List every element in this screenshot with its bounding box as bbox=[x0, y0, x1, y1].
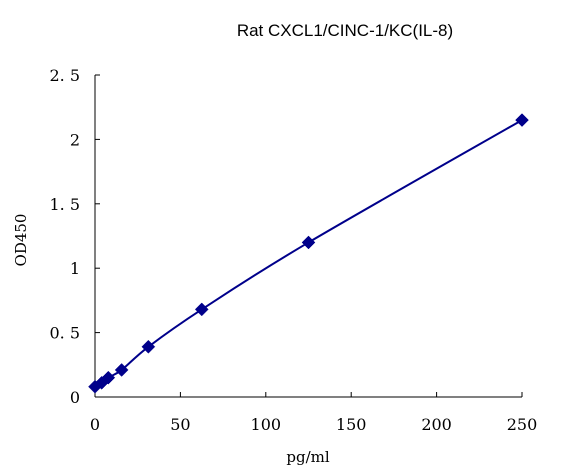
data-point-marker bbox=[141, 339, 156, 354]
data-point-marker bbox=[101, 370, 116, 385]
x-tick-label: 0 bbox=[90, 415, 100, 434]
x-tick-label: 250 bbox=[507, 415, 538, 434]
x-tick-label: 200 bbox=[421, 415, 452, 434]
fit-curve bbox=[94, 119, 523, 388]
data-points bbox=[88, 113, 529, 394]
y-tick-label: 2 bbox=[70, 130, 80, 149]
x-tick-label: 50 bbox=[170, 415, 190, 434]
y-tick-label: 1 bbox=[70, 259, 80, 278]
chart-title: Rat CXCL1/CINC-1/KC(IL-8) bbox=[237, 21, 453, 40]
data-point-marker bbox=[301, 235, 316, 250]
data-point-marker bbox=[515, 113, 529, 127]
y-axis-label: OD450 bbox=[12, 214, 30, 267]
x-tick-label: 150 bbox=[336, 415, 367, 434]
x-axis-label: pg/ml bbox=[286, 448, 329, 466]
ticks: 0 0. 5 1 1. 5 2 2. 5 0 50 100 150 200 250 bbox=[49, 66, 537, 434]
y-tick-label: 1. 5 bbox=[49, 195, 80, 214]
axes bbox=[94, 75, 522, 398]
data-point-marker bbox=[114, 363, 129, 377]
x-tick-label: 100 bbox=[251, 415, 282, 434]
y-tick-label: 0. 5 bbox=[49, 324, 80, 343]
y-tick-label: 2. 5 bbox=[49, 66, 80, 85]
data-point-marker bbox=[194, 302, 209, 317]
y-tick-label: 0 bbox=[70, 388, 80, 407]
